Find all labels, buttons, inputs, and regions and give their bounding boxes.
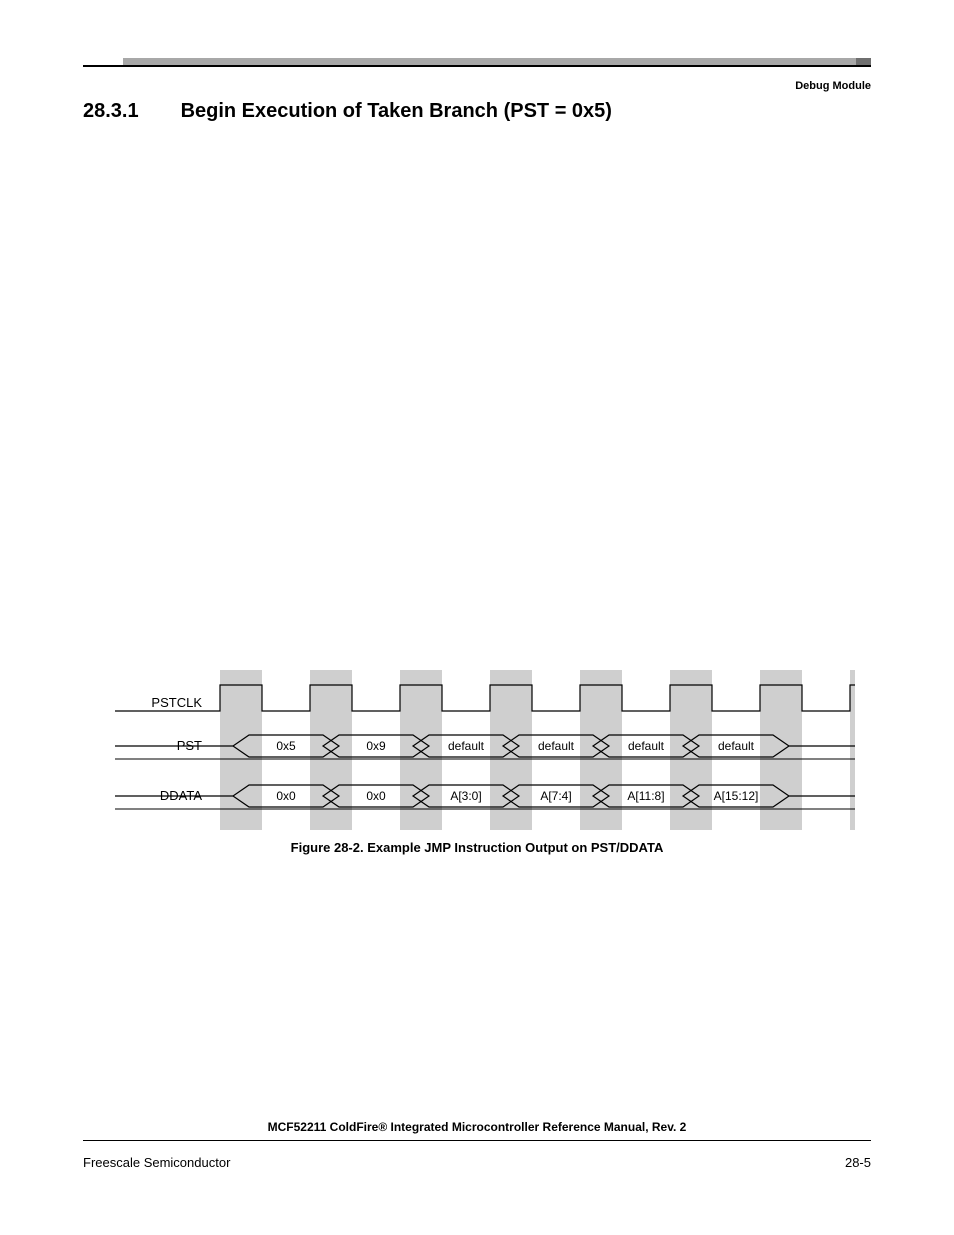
running-header: Debug Module — [795, 80, 871, 92]
svg-text:A[11:8]: A[11:8] — [627, 789, 664, 803]
header-rule — [83, 58, 871, 68]
svg-text:DDATA: DDATA — [160, 788, 202, 803]
footer-rule — [83, 1140, 871, 1141]
svg-text:A[7:4]: A[7:4] — [540, 789, 571, 803]
svg-text:0x0: 0x0 — [276, 789, 296, 803]
svg-text:PSTCLK: PSTCLK — [151, 695, 202, 710]
svg-text:default: default — [448, 739, 485, 753]
section-title-text: Begin Execution of Taken Branch (PST = 0… — [181, 100, 612, 122]
svg-text:0x9: 0x9 — [366, 739, 386, 753]
section-number: 28.3.1 — [83, 100, 175, 123]
svg-text:default: default — [628, 739, 665, 753]
svg-text:default: default — [538, 739, 575, 753]
svg-text:0x0: 0x0 — [366, 789, 386, 803]
section-heading: 28.3.1 Begin Execution of Taken Branch (… — [83, 100, 612, 123]
timing-diagram: PSTCLK 0x5 0x9 default default default default… — [115, 670, 855, 830]
svg-text:0x5: 0x5 — [276, 739, 296, 753]
timing-diagram-svg: PSTCLK 0x5 0x9 default default default default… — [115, 670, 855, 830]
svg-text:default: default — [718, 739, 755, 753]
footer-page-number: 28-5 — [845, 1155, 871, 1170]
footer-company: Freescale Semiconductor — [83, 1155, 230, 1170]
svg-text:A[3:0]: A[3:0] — [450, 789, 481, 803]
header-rule-thin — [83, 65, 871, 67]
svg-text:PST: PST — [177, 738, 202, 753]
footer-manual-title: MCF52211 ColdFire® Integrated Microcontr… — [0, 1120, 954, 1134]
figure-caption: Figure 28-2. Example JMP Instruction Out… — [0, 840, 954, 855]
svg-text:A[15:12]: A[15:12] — [714, 789, 759, 803]
